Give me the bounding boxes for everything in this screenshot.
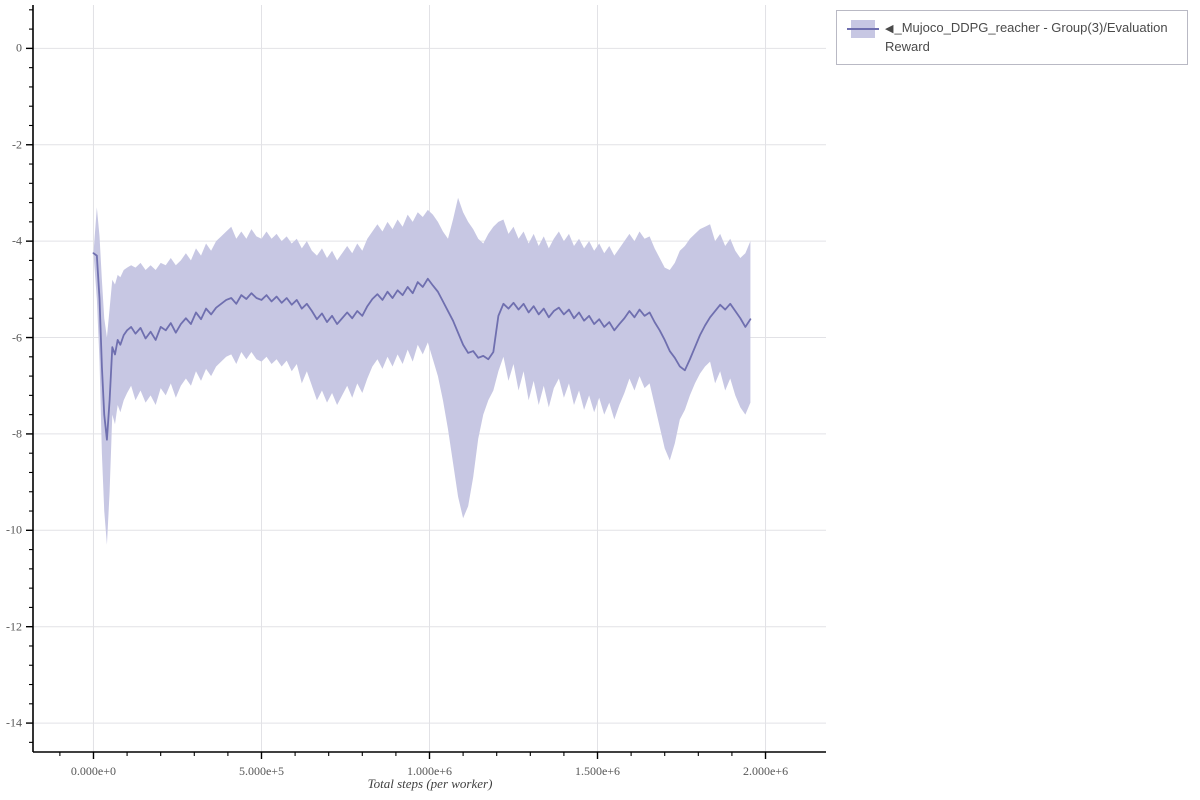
y-tick-label: -6: [12, 330, 22, 345]
legend-item[interactable]: ◀_Mujoco_DDPG_reacher - Group(3)/Evaluat…: [847, 19, 1179, 56]
legend-color-swatch: [847, 20, 879, 38]
y-tick-label: -10: [6, 522, 22, 537]
chart-legend[interactable]: ◀_Mujoco_DDPG_reacher - Group(3)/Evaluat…: [836, 10, 1188, 65]
x-gridlines: [92, 5, 767, 752]
left-triangle-icon: ◀: [885, 23, 894, 35]
y-tick-label: -2: [12, 137, 22, 152]
legend-line-swatch: [847, 28, 879, 30]
x-tick-label: 1.500e+6: [574, 764, 621, 778]
x-axis-major-ticks: [92, 752, 767, 759]
y-tick-label: 0: [16, 40, 22, 55]
x-tick-label: 1.000e+6: [406, 764, 453, 778]
y-tick-label: -8: [12, 426, 22, 441]
x-tick-label: 0.000e+0: [70, 764, 117, 778]
x-axis-minor-ticks: [59, 752, 733, 756]
y-axis-major-ticks: [26, 47, 33, 724]
y-tick-label: -12: [6, 619, 22, 634]
confidence-band: [93, 197, 751, 545]
x-tick-label: 5.000e+5: [238, 764, 285, 778]
y-tick-label: -4: [12, 233, 22, 248]
x-axis-title: Total steps (per worker): [367, 776, 493, 791]
legend-item-text: _Mujoco_DDPG_reacher - Group(3)/Evaluati…: [885, 20, 1168, 54]
x-tick-label: 2.000e+6: [742, 764, 789, 778]
series-line: [92, 252, 752, 441]
y-axis-minor-ticks: [29, 9, 33, 743]
y-tick-label: -14: [6, 715, 22, 730]
legend-item-label: ◀_Mujoco_DDPG_reacher - Group(3)/Evaluat…: [885, 19, 1179, 56]
